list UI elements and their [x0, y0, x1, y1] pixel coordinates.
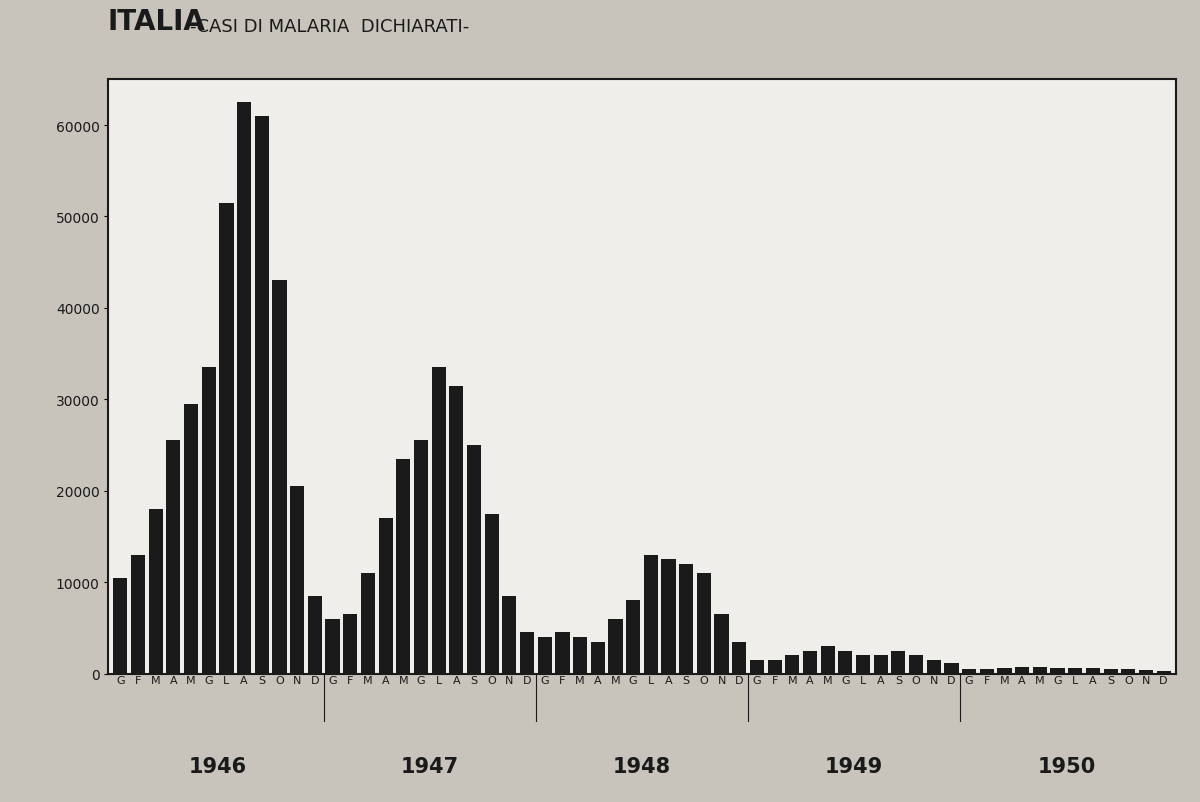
Bar [785, 655, 799, 674]
Bar [1086, 668, 1100, 674]
Bar [449, 386, 463, 674]
Bar [732, 642, 746, 674]
Bar [520, 633, 534, 674]
Bar [643, 555, 658, 674]
Bar [839, 651, 852, 674]
Bar [892, 651, 906, 674]
Bar [1033, 667, 1046, 674]
Text: -CASI DI MALARIA  DICHIARATI-: -CASI DI MALARIA DICHIARATI- [190, 18, 469, 36]
Bar [485, 514, 499, 674]
Bar [361, 573, 374, 674]
Bar [149, 509, 163, 674]
Bar [184, 404, 198, 674]
Bar [926, 660, 941, 674]
Bar [272, 281, 287, 674]
Bar [979, 669, 994, 674]
Bar [1068, 668, 1082, 674]
Bar [308, 596, 322, 674]
Text: 1946: 1946 [188, 755, 247, 776]
Bar [661, 560, 676, 674]
Bar [1015, 667, 1030, 674]
Text: 1949: 1949 [826, 755, 883, 776]
Bar [556, 633, 570, 674]
Bar [220, 204, 234, 674]
Bar [608, 619, 623, 674]
Bar [590, 642, 605, 674]
Bar [821, 646, 835, 674]
Bar [1121, 669, 1135, 674]
Bar [1104, 669, 1117, 674]
Bar [574, 637, 587, 674]
Text: 1950: 1950 [1037, 755, 1096, 776]
Bar [290, 487, 305, 674]
Bar [874, 655, 888, 674]
Bar [962, 669, 976, 674]
Bar [803, 651, 817, 674]
Text: ITALIA: ITALIA [108, 8, 206, 36]
Bar [202, 368, 216, 674]
Bar [503, 596, 516, 674]
Bar [325, 619, 340, 674]
Bar [414, 441, 428, 674]
Text: 1948: 1948 [613, 755, 671, 776]
Bar [378, 518, 392, 674]
Bar [856, 655, 870, 674]
Bar [1139, 670, 1153, 674]
Bar [944, 662, 959, 674]
Bar [113, 577, 127, 674]
Bar [238, 103, 251, 674]
Bar [714, 614, 728, 674]
Bar [768, 660, 781, 674]
Bar [167, 441, 180, 674]
Bar [750, 660, 764, 674]
Bar [1157, 671, 1171, 674]
Bar [538, 637, 552, 674]
Bar [997, 668, 1012, 674]
Bar [910, 655, 923, 674]
Bar [626, 601, 641, 674]
Bar [254, 117, 269, 674]
Bar [467, 445, 481, 674]
Bar [1050, 668, 1064, 674]
Bar [432, 368, 445, 674]
Text: 1947: 1947 [401, 755, 458, 776]
Bar [131, 555, 145, 674]
Bar [679, 564, 694, 674]
Bar [697, 573, 710, 674]
Bar [343, 614, 358, 674]
Bar [396, 459, 410, 674]
